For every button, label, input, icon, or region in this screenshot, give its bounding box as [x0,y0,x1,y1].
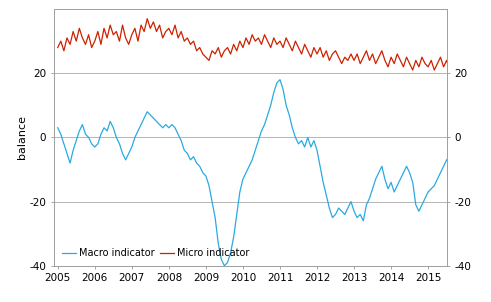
Macro indicator [178,139,184,143]
Y-axis label: balance: balance [17,115,27,159]
Micro indicator [89,46,95,49]
Macro indicator [277,78,283,82]
Line: Macro indicator: Macro indicator [58,80,462,266]
Micro indicator [459,49,465,53]
Macro indicator [55,126,61,130]
Micro indicator [410,68,416,72]
Micro indicator [193,49,199,53]
Micro indicator [144,17,150,21]
Micro indicator [104,36,110,40]
Macro indicator [388,181,394,184]
Macro indicator [459,197,465,200]
Micro indicator [382,59,388,62]
Micro indicator [55,46,61,49]
Line: Micro indicator: Micro indicator [58,19,462,70]
Micro indicator [385,65,391,69]
Macro indicator [385,187,391,191]
Legend: Macro indicator, Micro indicator: Macro indicator, Micro indicator [59,245,252,261]
Macro indicator [89,142,95,146]
Macro indicator [191,155,196,159]
Micro indicator [181,39,187,43]
Macro indicator [221,264,227,268]
Macro indicator [104,129,110,133]
